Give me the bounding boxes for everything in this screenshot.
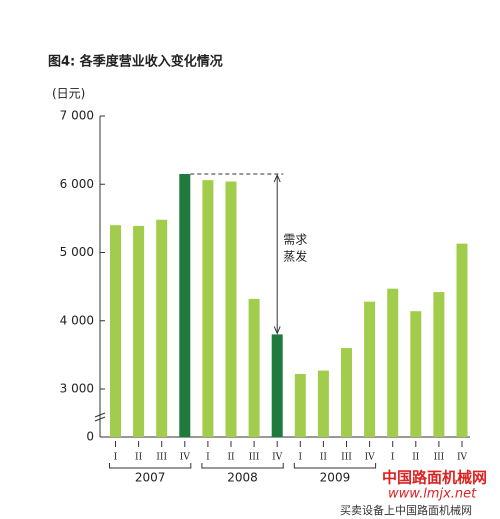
axis-break	[94, 412, 106, 422]
watermark: www.lmjx.net	[388, 487, 477, 502]
y-tick-label: 4 000	[60, 313, 94, 327]
year-label: 2008	[227, 471, 258, 485]
bar	[179, 174, 191, 437]
bar	[341, 348, 352, 437]
year-label: 2009	[320, 471, 351, 485]
bar	[456, 243, 468, 437]
year-label: 2007	[135, 471, 166, 485]
x-tick-label: IV	[457, 453, 468, 463]
x-tick-label: III	[156, 453, 167, 463]
chart-title: 图4: 各季度营业收入变化情况	[48, 54, 223, 70]
x-tick-label: I	[114, 453, 118, 463]
y-tick-label: 7 000	[60, 109, 94, 123]
year-bracket	[201, 463, 284, 469]
x-tick-label: III	[434, 453, 445, 463]
arrow-head	[273, 173, 281, 335]
bar	[317, 370, 329, 437]
bar	[364, 301, 376, 437]
watermark: 买卖设备上中国路面机械网	[340, 503, 472, 517]
year-bracket	[293, 463, 377, 469]
y-tick-label: 5 000	[60, 245, 94, 259]
bar	[410, 311, 422, 437]
year-bracket	[109, 463, 192, 469]
x-tick-label: IV	[272, 453, 283, 463]
x-tick-label: IV	[180, 453, 191, 463]
watermark: 中国路面机械网	[382, 469, 487, 487]
x-tick-label: II	[412, 453, 420, 463]
x-tick-label: III	[249, 453, 260, 463]
x-tick-label: I	[206, 453, 210, 463]
x-tick-label: II	[135, 453, 143, 463]
x-tick-label: I	[299, 453, 303, 463]
bar	[387, 288, 399, 437]
bar	[225, 181, 237, 437]
bar	[110, 225, 121, 437]
bar	[202, 180, 214, 437]
bar	[294, 373, 306, 437]
y-unit: (日元)	[52, 87, 85, 101]
bar	[156, 219, 168, 437]
x-tick-label: III	[341, 453, 352, 463]
y-tick-label: 6 000	[60, 177, 94, 191]
bar	[271, 334, 283, 437]
y-tick-label: 3 000	[60, 382, 94, 396]
annotation: 需求	[283, 233, 307, 247]
bar	[433, 292, 445, 437]
bar	[248, 298, 260, 437]
annotation: 蒸发	[283, 249, 307, 264]
x-tick-label: II	[227, 453, 235, 463]
y-tick-label: 0	[86, 430, 94, 444]
x-tick-label: I	[391, 453, 395, 463]
bar	[133, 225, 145, 437]
x-tick-label: II	[320, 453, 328, 463]
x-tick-label: IV	[365, 453, 376, 463]
